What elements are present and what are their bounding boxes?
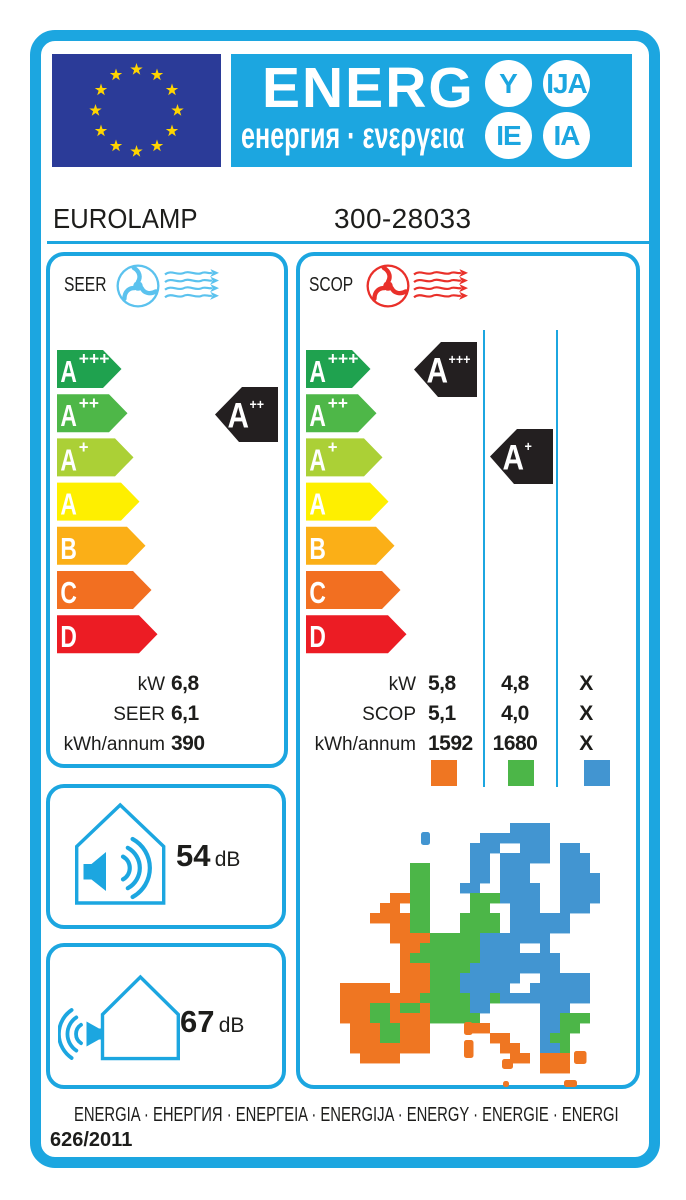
svg-text:++: ++ xyxy=(328,393,348,413)
svg-text:C: C xyxy=(60,575,77,610)
svg-text:+++: +++ xyxy=(79,350,110,369)
svg-text:A: A xyxy=(309,398,326,433)
svg-text:A: A xyxy=(309,354,326,389)
svg-text:++: ++ xyxy=(79,393,99,413)
svg-text:+: + xyxy=(328,437,338,457)
svg-text:+++: +++ xyxy=(328,350,359,369)
svg-text:A: A xyxy=(60,487,77,522)
svg-text:C: C xyxy=(309,575,326,610)
svg-text:A: A xyxy=(309,487,326,522)
svg-text:B: B xyxy=(60,531,77,566)
svg-text:+: + xyxy=(525,439,533,454)
svg-text:A: A xyxy=(228,397,250,436)
svg-text:D: D xyxy=(60,619,77,654)
svg-text:A: A xyxy=(309,442,326,477)
svg-text:A: A xyxy=(60,442,77,477)
svg-text:A: A xyxy=(503,439,525,478)
svg-text:D: D xyxy=(309,619,326,654)
svg-text:++: ++ xyxy=(250,397,265,412)
svg-text:A: A xyxy=(427,352,449,391)
svg-text:A: A xyxy=(60,398,77,433)
svg-text:+: + xyxy=(79,437,89,457)
svg-text:B: B xyxy=(309,531,326,566)
svg-text:+++: +++ xyxy=(449,352,471,367)
svg-text:A: A xyxy=(60,354,77,389)
